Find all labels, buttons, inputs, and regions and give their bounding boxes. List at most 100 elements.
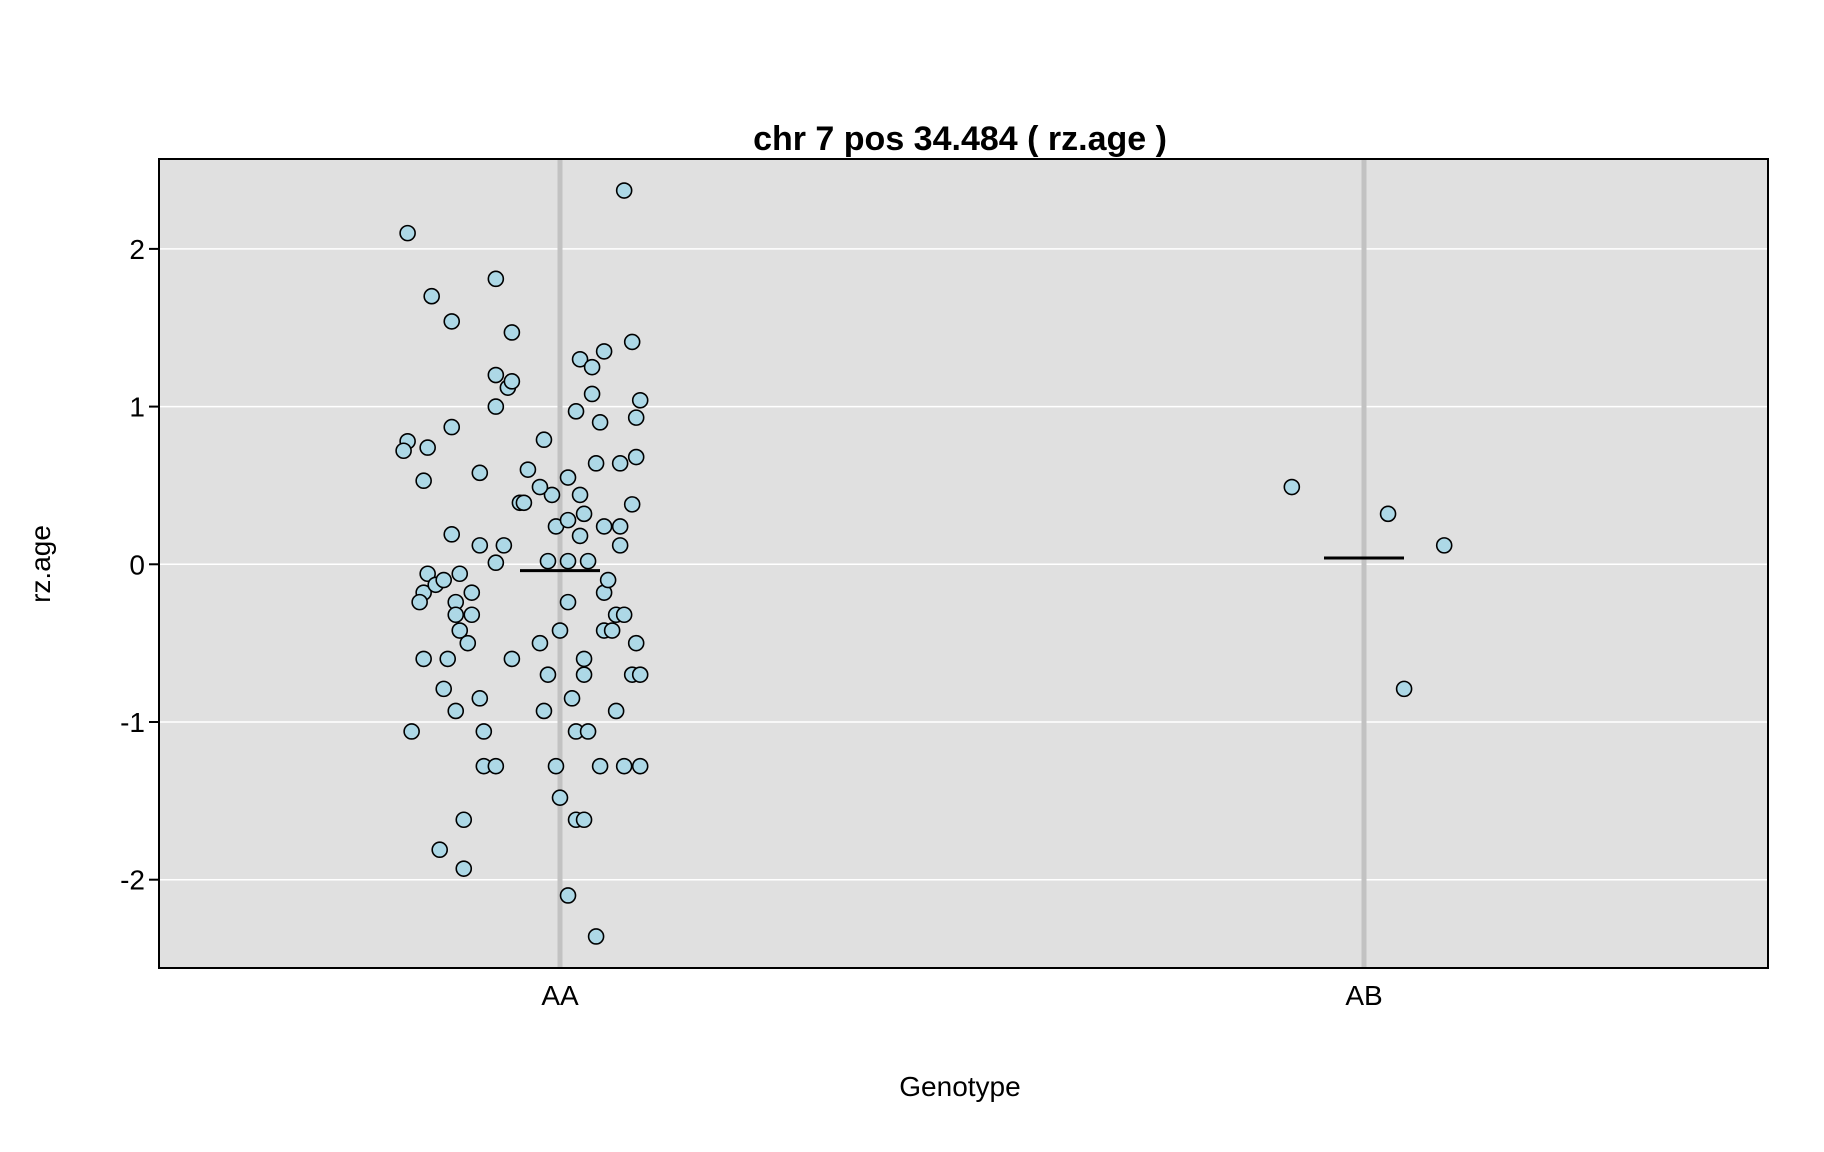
data-point [455, 860, 473, 877]
data-point [503, 324, 521, 341]
data-point [531, 478, 549, 496]
data-point [627, 448, 645, 466]
data-point [559, 552, 577, 570]
data-point [519, 461, 537, 478]
data-point [1395, 680, 1413, 698]
data-point [631, 757, 649, 775]
data-point [415, 650, 432, 668]
data-point [471, 690, 489, 707]
data-point [623, 333, 641, 351]
data-point [587, 928, 605, 945]
data-point [455, 811, 473, 829]
data-point [575, 505, 593, 523]
data-point [615, 182, 633, 199]
mean-lines [520, 556, 1404, 573]
data-point [583, 358, 601, 376]
data-point [535, 702, 553, 720]
data-point [463, 606, 481, 624]
data-point [503, 373, 521, 390]
data-point [547, 757, 565, 775]
data-point [471, 464, 489, 482]
data-point [595, 343, 613, 360]
data-point [607, 702, 625, 720]
x-axis-ticks: AA AB [541, 980, 1382, 1011]
data-point [451, 565, 469, 583]
data-point [535, 431, 553, 449]
y-tick-label: -2 [120, 865, 145, 896]
data-point [459, 634, 477, 652]
data-point [559, 887, 577, 904]
data-point [583, 385, 601, 403]
data-point [595, 518, 613, 535]
data-point [487, 270, 505, 288]
data-point [431, 841, 449, 859]
data-point [615, 757, 633, 775]
y-tick-label: 2 [129, 234, 145, 265]
data-point [487, 554, 505, 572]
data-point [471, 537, 489, 554]
data-point [591, 757, 609, 775]
data-point [563, 690, 581, 707]
data-point [435, 680, 453, 698]
data-point [395, 442, 412, 460]
data-point [623, 496, 641, 513]
data-point [419, 439, 436, 456]
data-point [443, 418, 461, 436]
data-point [627, 634, 645, 652]
data-point [463, 584, 481, 601]
x-axis-label: Genotype [899, 1071, 1020, 1102]
data-points [395, 182, 1453, 945]
data-point [571, 350, 589, 368]
data-point [615, 606, 633, 624]
plot-panel [159, 159, 1768, 968]
data-point [447, 606, 465, 624]
data-point [579, 552, 597, 570]
data-point [447, 702, 465, 720]
data-point [515, 494, 533, 512]
data-point [503, 650, 521, 668]
data-point [423, 287, 440, 305]
data-point [487, 398, 505, 415]
y-axis-ticks: -2 -1 0 1 2 [120, 234, 159, 896]
data-point [551, 789, 569, 806]
data-point [403, 723, 420, 740]
data-point [531, 634, 549, 652]
data-point [567, 403, 585, 420]
data-point [439, 650, 457, 668]
x-tick-label: AB [1345, 980, 1382, 1011]
data-point [475, 723, 493, 740]
data-point [575, 666, 593, 683]
y-tick-label: -1 [120, 707, 145, 738]
data-point [599, 571, 617, 589]
data-point [435, 571, 453, 589]
data-point [571, 527, 589, 545]
data-point [611, 537, 629, 554]
chart-title: chr 7 pos 34.484 ( rz.age ) [753, 120, 1167, 158]
data-point [603, 622, 621, 639]
data-point [443, 526, 461, 543]
data-point [487, 757, 505, 775]
data-point [411, 593, 428, 611]
data-point [611, 455, 629, 472]
data-point [579, 723, 597, 740]
y-axis-label: rz.age [25, 525, 56, 603]
data-point [591, 414, 609, 431]
data-point [587, 455, 605, 472]
data-point [559, 469, 577, 486]
x-tick-label: AA [541, 980, 579, 1011]
y-gridlines [159, 248, 1768, 881]
data-point [451, 622, 469, 639]
data-point [539, 666, 557, 683]
data-point [575, 650, 593, 668]
data-point [627, 409, 645, 426]
category-lines [557, 159, 1367, 968]
y-tick-label: 0 [129, 549, 145, 580]
data-point [631, 666, 649, 683]
data-point [575, 811, 593, 829]
data-point [443, 313, 461, 330]
data-point [399, 224, 416, 242]
data-point [611, 518, 629, 535]
data-point [415, 472, 432, 490]
data-point [1379, 505, 1397, 523]
